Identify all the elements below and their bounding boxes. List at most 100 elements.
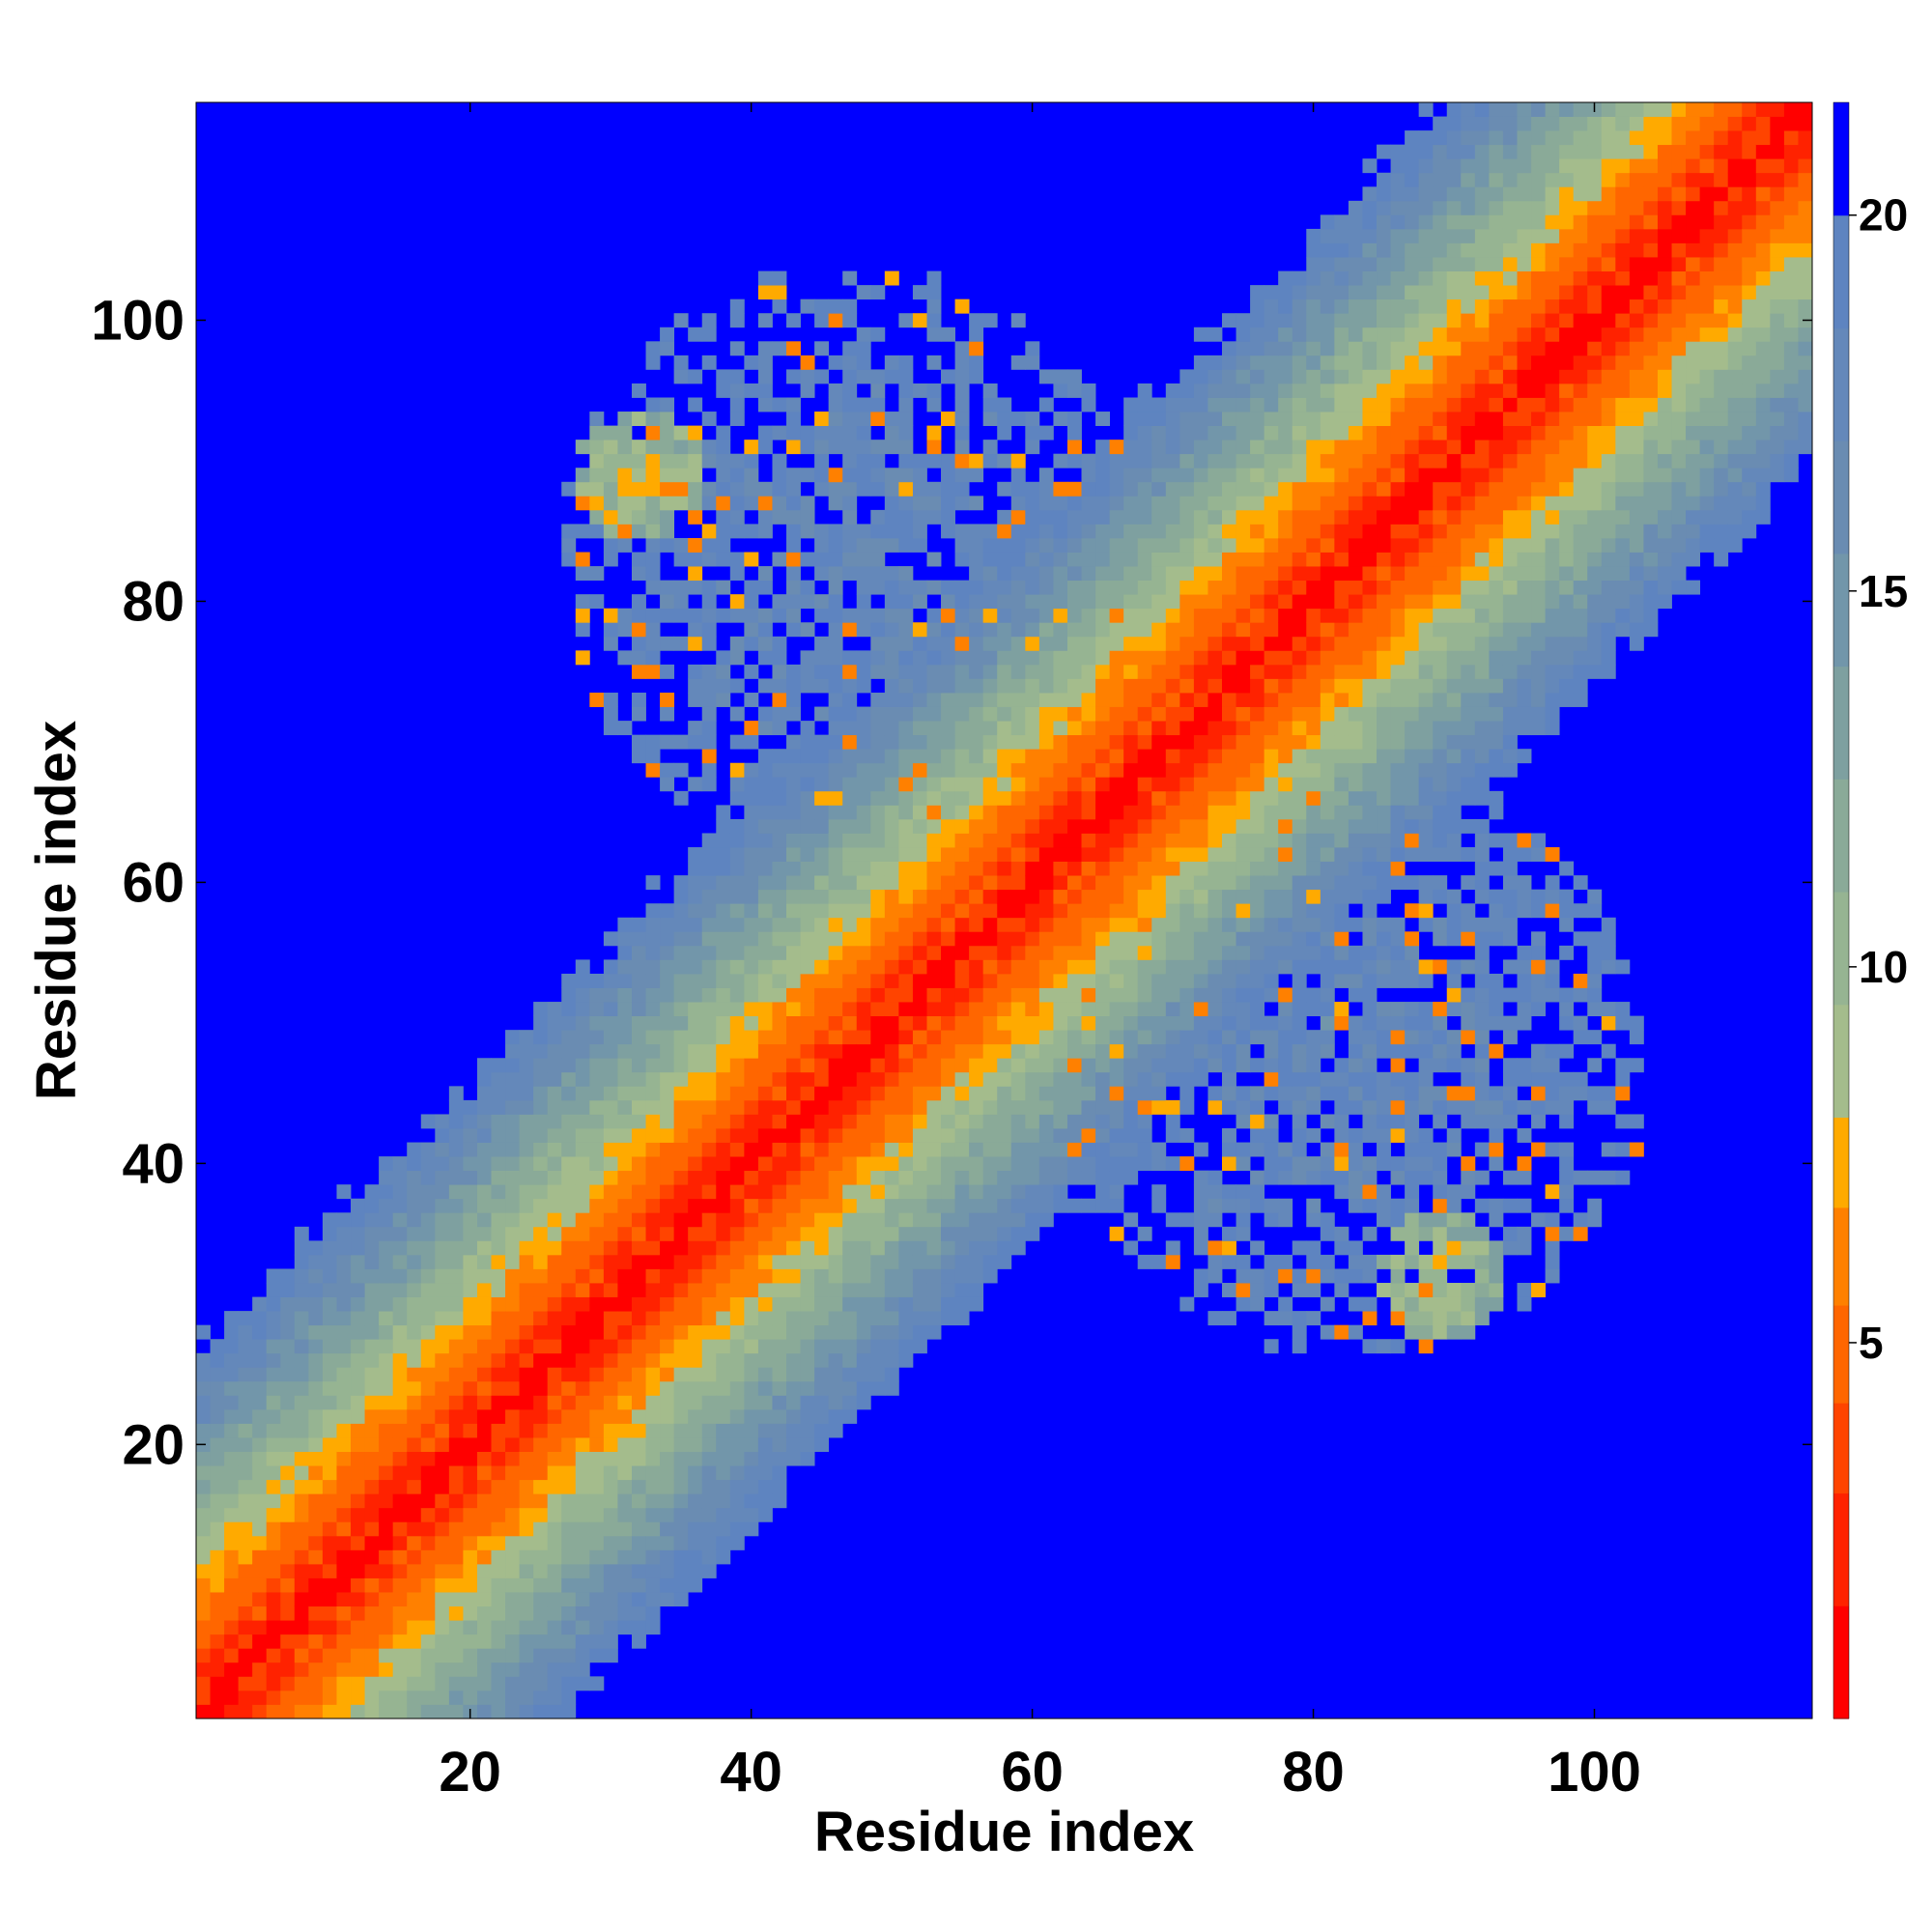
heatmap-cell — [828, 1283, 843, 1297]
heatmap-cell — [912, 1099, 927, 1115]
heatmap-cell — [1038, 790, 1054, 806]
heatmap-cell — [1066, 1058, 1082, 1073]
heatmap-cell — [800, 847, 815, 862]
heatmap-cell — [856, 1142, 871, 1157]
heatmap-cell — [744, 889, 759, 904]
heatmap-cell — [379, 1549, 394, 1565]
heatmap-cell — [617, 1226, 633, 1241]
heatmap-cell — [266, 1605, 281, 1621]
heatmap-cell — [589, 1605, 605, 1621]
heatmap-cell — [1208, 509, 1223, 525]
heatmap-cell — [1278, 749, 1293, 764]
heatmap-cell — [1236, 749, 1251, 764]
heatmap-cell — [1264, 693, 1279, 707]
heatmap-cell — [729, 818, 745, 834]
heatmap-cell — [856, 341, 871, 356]
heatmap-cell — [828, 524, 843, 539]
heatmap-cell — [969, 594, 984, 610]
heatmap-cell — [1137, 1002, 1152, 1017]
heatmap-cell — [1151, 1156, 1167, 1172]
heatmap-cell — [757, 270, 773, 286]
heatmap-cell — [1334, 1127, 1350, 1143]
heatmap-cell — [1137, 594, 1152, 610]
heatmap-cell — [856, 1226, 871, 1241]
heatmap-cell — [870, 1086, 886, 1101]
heatmap-cell — [1151, 594, 1167, 610]
heatmap-cell — [673, 931, 689, 947]
heatmap-cell — [1390, 875, 1406, 891]
heatmap-cell — [1165, 552, 1180, 567]
heatmap-cell — [392, 1549, 408, 1565]
heatmap-cell — [1193, 1184, 1208, 1200]
heatmap-cell — [252, 1620, 268, 1635]
heatmap-cell — [786, 1170, 801, 1185]
heatmap-cell — [954, 412, 970, 426]
heatmap-cell — [1320, 537, 1335, 553]
heatmap-cell — [603, 1283, 618, 1297]
heatmap-cell — [351, 1352, 365, 1368]
heatmap-cell — [660, 1099, 675, 1115]
heatmap-cell — [505, 1605, 520, 1621]
heatmap-cell — [1010, 524, 1026, 539]
heatmap-cell — [1151, 1071, 1167, 1087]
heatmap-cell — [1066, 693, 1082, 707]
heatmap-cell — [856, 1352, 871, 1368]
heatmap-cell — [603, 552, 618, 567]
heatmap-cell — [266, 1465, 281, 1481]
heatmap-cell — [1348, 749, 1363, 764]
heatmap-cell — [1066, 1099, 1082, 1115]
heatmap-cell — [519, 1648, 534, 1663]
heatmap-cell — [1095, 805, 1111, 820]
heatmap-cell — [1221, 734, 1236, 750]
heatmap-cell — [800, 945, 815, 960]
heatmap-cell — [617, 1170, 633, 1185]
heatmap-cell — [1038, 496, 1054, 511]
heatmap-cell — [716, 1212, 731, 1228]
heatmap-cell — [1377, 1142, 1391, 1157]
heatmap-cell — [786, 790, 801, 806]
heatmap-cell — [533, 1268, 549, 1284]
heatmap-cell — [476, 1268, 492, 1284]
heatmap-cell — [533, 1170, 549, 1185]
heatmap-cell — [870, 903, 886, 919]
heatmap-cell — [463, 1493, 478, 1509]
heatmap-cell — [1264, 412, 1279, 426]
heatmap-cell — [926, 805, 942, 820]
heatmap-cell — [603, 537, 618, 553]
heatmap-cell — [1250, 861, 1265, 876]
heatmap-cell — [1165, 805, 1180, 820]
heatmap-cell — [969, 861, 984, 876]
heatmap-cell — [842, 1311, 858, 1326]
heatmap-cell — [364, 1324, 380, 1340]
heatmap-cell — [729, 650, 745, 666]
heatmap-cell — [1278, 566, 1293, 582]
heatmap-cell — [870, 1002, 886, 1017]
heatmap-cell — [336, 1311, 352, 1326]
heatmap-cell — [224, 1380, 240, 1396]
heatmap-cell — [688, 1058, 703, 1073]
heatmap-cell — [800, 1380, 815, 1396]
heatmap-cell — [941, 622, 955, 638]
heatmap-cell — [1208, 1184, 1223, 1200]
heatmap-cell — [982, 453, 998, 469]
heatmap-cell — [926, 1311, 942, 1326]
heatmap-cell — [701, 1114, 717, 1129]
heatmap-cell — [1278, 1071, 1293, 1087]
heatmap-cell — [1208, 889, 1223, 904]
heatmap-cell — [828, 594, 843, 610]
heatmap-cell — [420, 1380, 436, 1396]
heatmap-cell — [1292, 636, 1307, 651]
heatmap-cell — [997, 1254, 1012, 1269]
heatmap-cell — [1334, 973, 1350, 988]
heatmap-cell — [1193, 987, 1208, 1003]
heatmap-cell — [1292, 440, 1307, 455]
heatmap-cell — [1053, 875, 1068, 891]
heatmap-cell — [1165, 1127, 1180, 1143]
heatmap-cell — [1095, 749, 1111, 764]
heatmap-cell — [575, 1324, 590, 1340]
heatmap-cell — [210, 1367, 225, 1382]
heatmap-cell — [1193, 721, 1208, 736]
heatmap-cell — [435, 1549, 450, 1565]
heatmap-cell — [561, 1479, 577, 1494]
heatmap-cell — [1292, 1283, 1307, 1297]
